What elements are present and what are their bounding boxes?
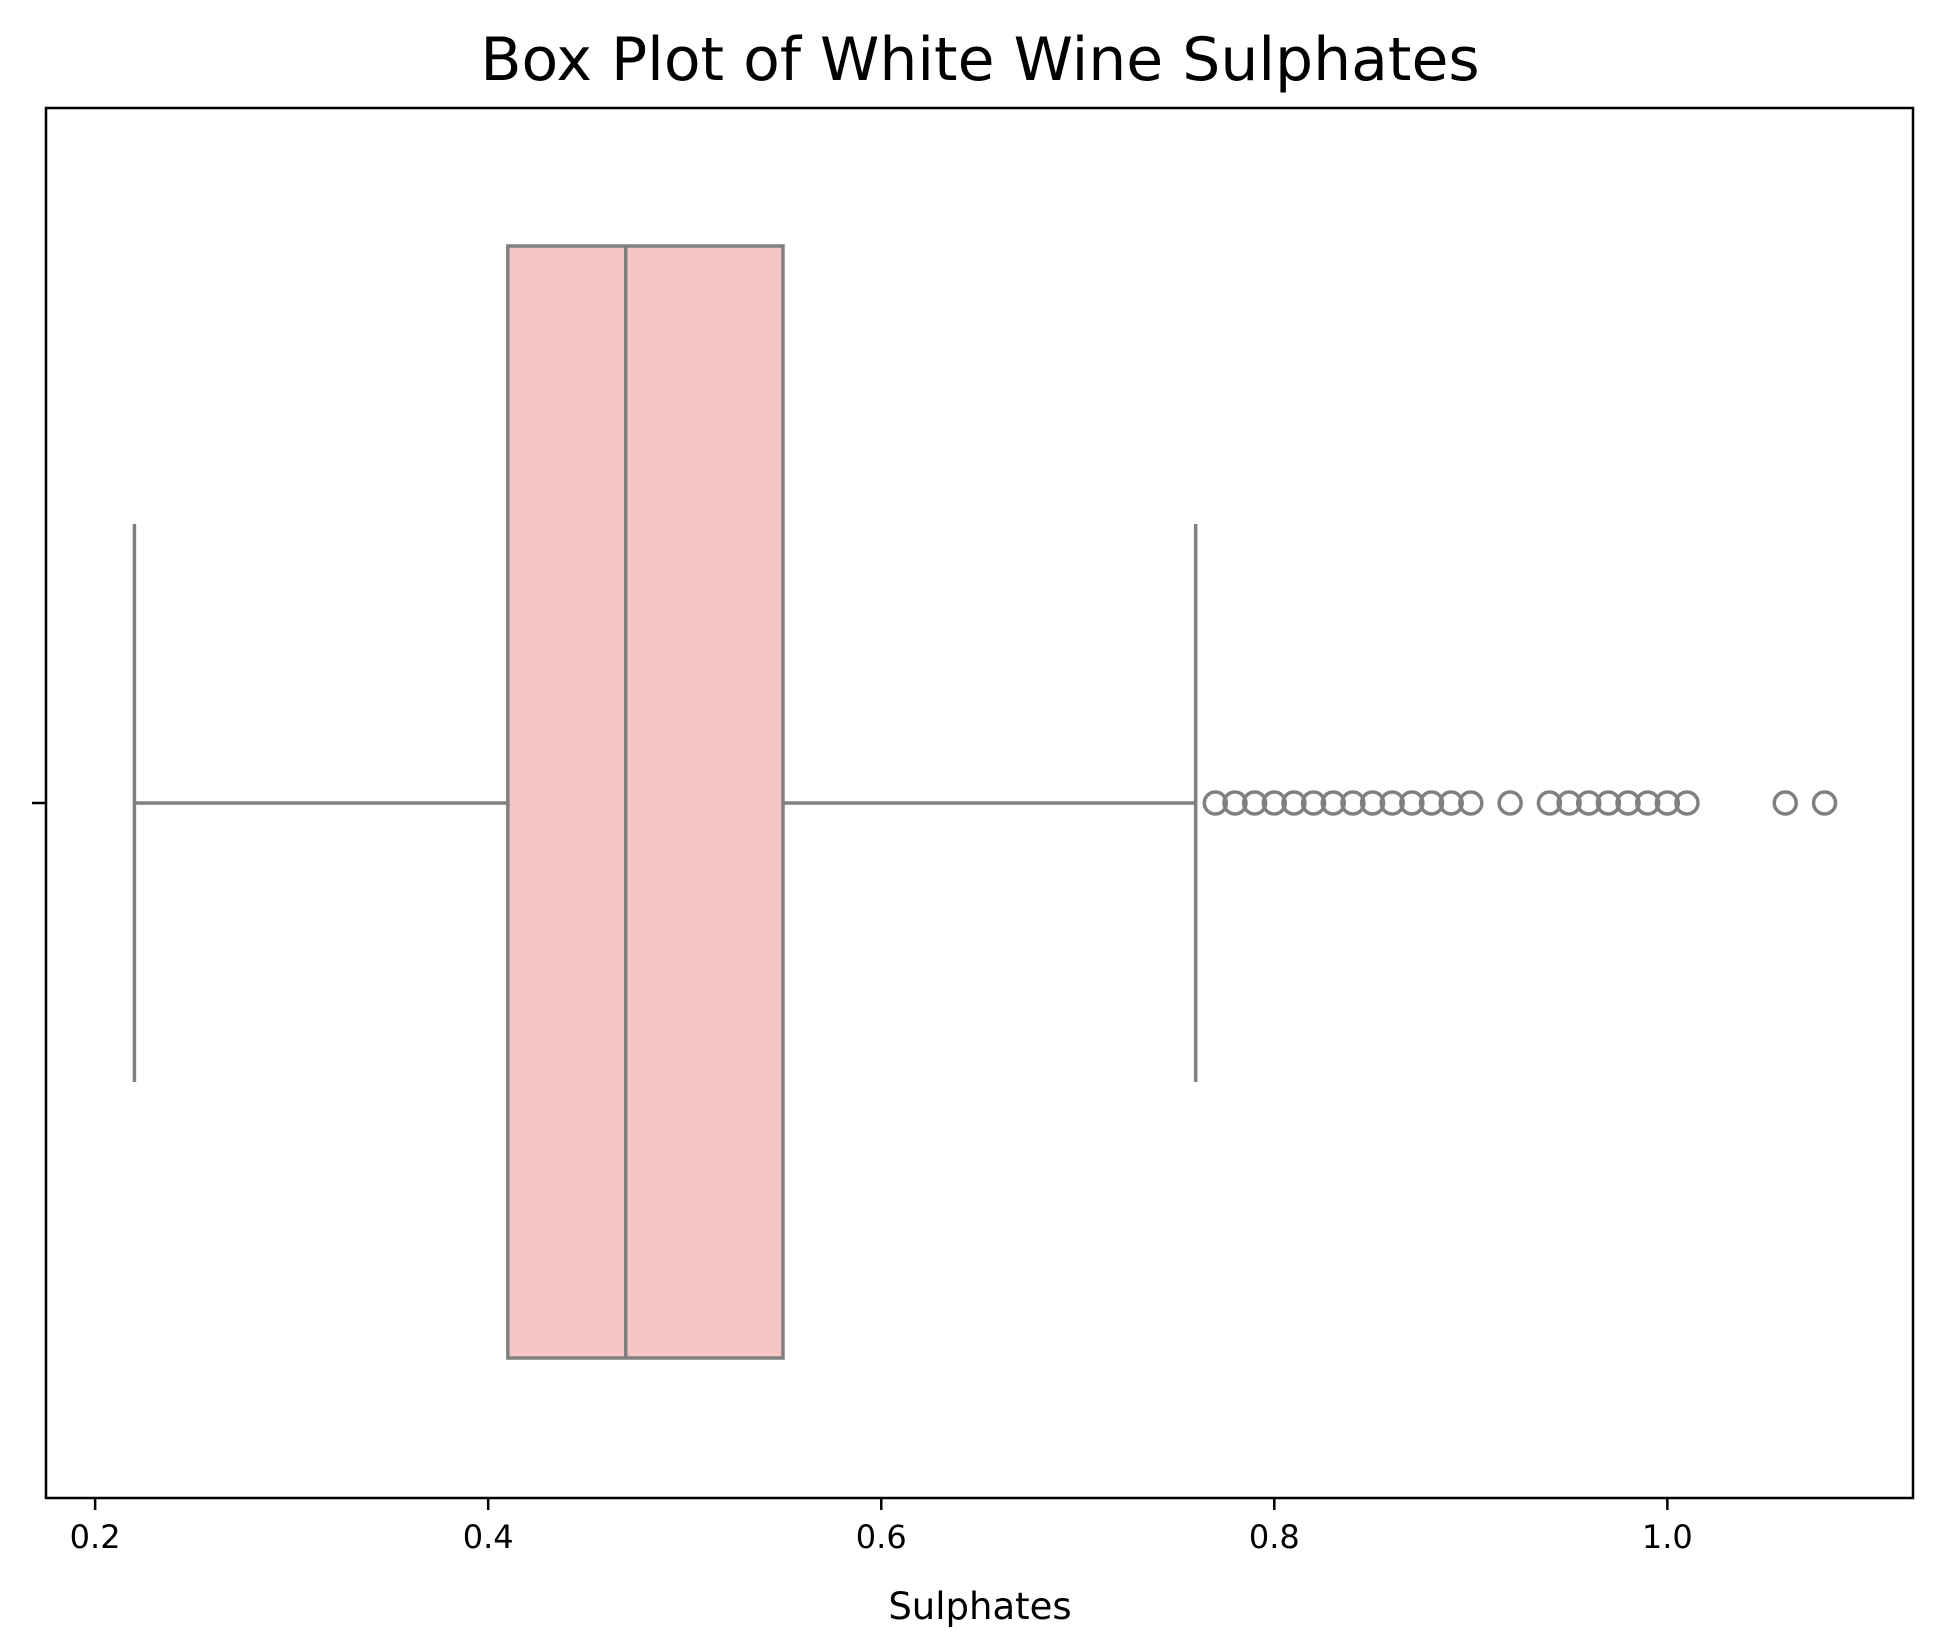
outlier-point — [1556, 790, 1582, 816]
outlier-point — [1222, 790, 1248, 816]
outlier-point — [1772, 790, 1799, 816]
interquartile-box — [506, 244, 785, 1360]
outlier-point — [1281, 790, 1307, 816]
x-tick-label: 0.2 — [70, 1518, 121, 1556]
outlier-point — [1300, 790, 1327, 816]
x-tick-label: 0.6 — [856, 1518, 907, 1556]
outlier-point — [1575, 790, 1602, 816]
outlier-point — [1320, 790, 1346, 816]
outlier-point — [1595, 790, 1622, 816]
outlier-point — [1379, 790, 1405, 816]
x-axis: 0.2 0.4 0.6 0.8 1.0 — [70, 1498, 1693, 1556]
outlier-point — [1536, 790, 1563, 816]
outlier-point — [1458, 790, 1484, 816]
outlier-point — [1615, 790, 1641, 816]
x-tick-label: 1.0 — [1642, 1518, 1693, 1556]
x-tick-label: 0.4 — [463, 1518, 514, 1556]
outlier-point — [1359, 790, 1386, 816]
outlier-point — [1654, 790, 1681, 816]
outlier-point — [1241, 790, 1268, 816]
outlier-point — [1261, 790, 1288, 816]
outlier-point — [1418, 790, 1445, 816]
outlier-point — [1399, 790, 1425, 816]
outlier-point — [1497, 790, 1523, 816]
x-tick-label: 0.8 — [1249, 1518, 1300, 1556]
outlier-point — [1634, 790, 1661, 816]
x-axis-label: Sulphates — [888, 1585, 1071, 1628]
chart-marks — [132, 244, 1838, 1360]
outlier-point — [1340, 790, 1366, 816]
outlier-point — [1438, 790, 1464, 816]
outlier-point — [1674, 790, 1700, 816]
outlier-point — [1811, 790, 1838, 816]
chart-title: Box Plot of White Wine Sulphates — [480, 25, 1479, 95]
outlier-point — [1202, 790, 1229, 816]
